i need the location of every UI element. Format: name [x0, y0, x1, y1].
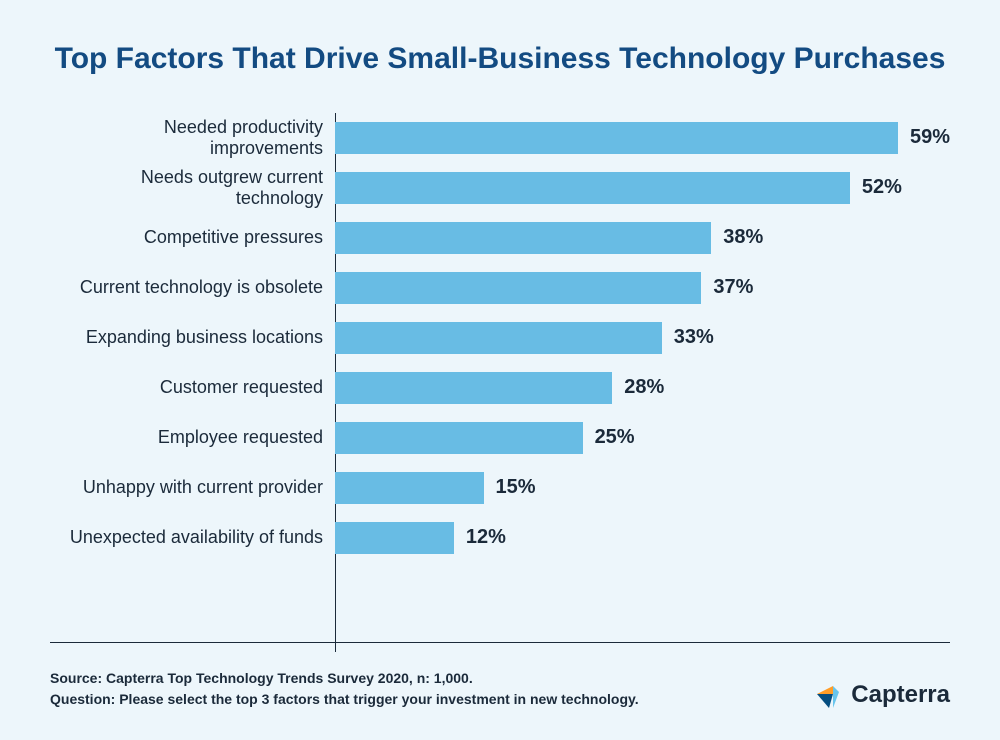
bar-label: Employee requested [50, 427, 335, 448]
bar-value: 28% [624, 376, 664, 399]
bar [335, 222, 711, 254]
bar [335, 372, 612, 404]
bar-row: Customer requested 28% [50, 363, 950, 413]
bar [335, 472, 484, 504]
bar-row: Expanding business locations 33% [50, 313, 950, 363]
bar-row: Competitive pressures 38% [50, 213, 950, 263]
bar-track: 52% [335, 163, 950, 213]
bar-value: 33% [674, 326, 714, 349]
bar-row: Employee requested 25% [50, 413, 950, 463]
chart-area: Needed productivity improvements 59% Needs… [50, 113, 950, 644]
source-text: Source: Capterra Top Technology Trends S… [50, 668, 639, 710]
capterra-logo: Capterra [815, 680, 950, 710]
bar-row: Needs outgrew current technology 52% [50, 163, 950, 213]
bar-label: Unexpected availability of funds [50, 527, 335, 548]
bar-track: 12% [335, 513, 950, 563]
bar [335, 272, 701, 304]
bar-label: Unhappy with current provider [50, 477, 335, 498]
chart-title: Top Factors That Drive Small-Business Te… [50, 40, 950, 78]
bar-value: 37% [713, 276, 753, 299]
bar-value: 15% [496, 476, 536, 499]
chart-container: Top Factors That Drive Small-Business Te… [0, 0, 1000, 740]
bar-value: 59% [910, 126, 950, 149]
bar-track: 37% [335, 263, 950, 313]
bar [335, 322, 662, 354]
bar [335, 422, 583, 454]
bar-label: Customer requested [50, 377, 335, 398]
bar-row: Unexpected availability of funds 12% [50, 513, 950, 563]
bar-value: 25% [595, 426, 635, 449]
capterra-logo-text: Capterra [851, 681, 950, 709]
bar-track: 28% [335, 363, 950, 413]
bar-value: 38% [723, 226, 763, 249]
bar-track: 38% [335, 213, 950, 263]
bar-value: 12% [466, 526, 506, 549]
source-line-1: Source: Capterra Top Technology Trends S… [50, 668, 639, 689]
bar-label: Expanding business locations [50, 327, 335, 348]
bar-track: 15% [335, 463, 950, 513]
capterra-arrow-icon [815, 680, 845, 710]
bar-row: Unhappy with current provider 15% [50, 463, 950, 513]
bar-value: 52% [862, 176, 902, 199]
bar-label: Competitive pressures [50, 227, 335, 248]
bar-label: Current technology is obsolete [50, 277, 335, 298]
bar-track: 59% [335, 113, 950, 163]
bar-row: Current technology is obsolete 37% [50, 263, 950, 313]
bar [335, 172, 850, 204]
bar-row: Needed productivity improvements 59% [50, 113, 950, 163]
bar-label: Needs outgrew current technology [50, 167, 335, 209]
bar-label: Needed productivity improvements [50, 117, 335, 159]
bar-track: 25% [335, 413, 950, 463]
source-line-2: Question: Please select the top 3 factor… [50, 689, 639, 710]
bar-track: 33% [335, 313, 950, 363]
bar [335, 522, 454, 554]
bar [335, 122, 898, 154]
chart-footer: Source: Capterra Top Technology Trends S… [50, 668, 950, 710]
